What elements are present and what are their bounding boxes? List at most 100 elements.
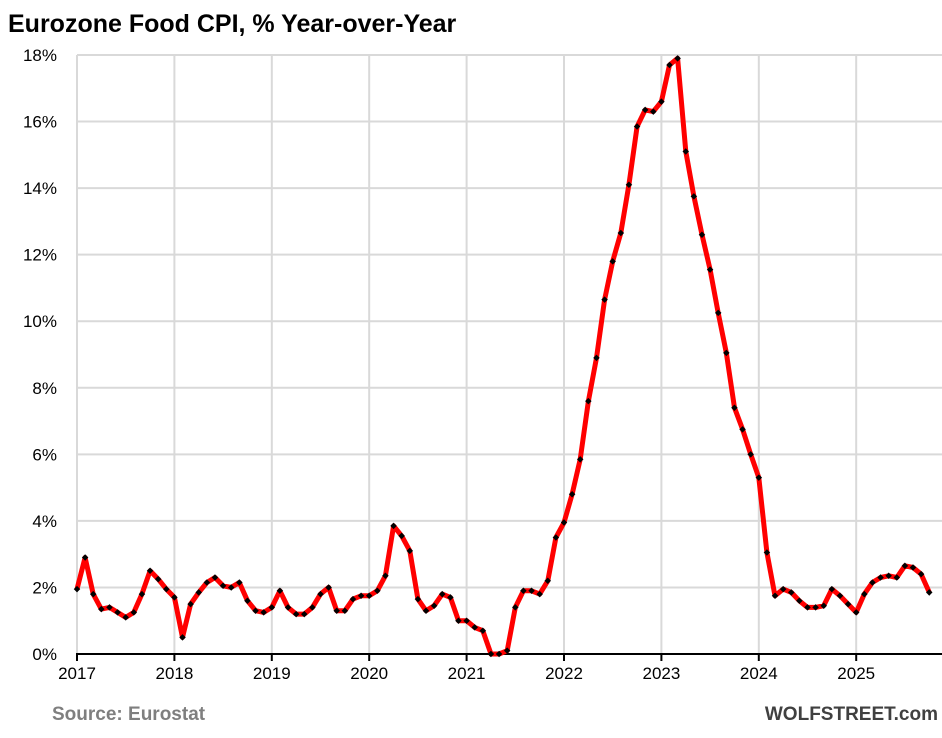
- data-point: [463, 617, 470, 624]
- data-point: [723, 349, 730, 357]
- x-tick-label: 2020: [350, 664, 388, 683]
- data-point: [609, 258, 616, 265]
- data-point: [869, 579, 876, 586]
- data-point: [138, 590, 146, 598]
- data-point: [357, 592, 365, 600]
- data-point: [487, 650, 495, 658]
- data-point: [447, 594, 454, 601]
- data-point: [544, 577, 552, 585]
- y-tick-label: 2%: [32, 578, 57, 597]
- data-point: [731, 404, 738, 411]
- brand-label: WOLFSTREET.com: [764, 704, 938, 725]
- data-point: [479, 627, 487, 634]
- y-tick-label: 4%: [32, 512, 57, 531]
- data-point: [276, 587, 284, 595]
- data-point: [601, 296, 608, 303]
- data-point: [666, 61, 673, 69]
- data-point: [706, 266, 714, 273]
- data-point: [877, 574, 884, 581]
- data-point: [820, 602, 827, 609]
- data-point: [333, 607, 340, 614]
- x-tick-label: 2019: [253, 664, 291, 683]
- data-point: [146, 567, 154, 575]
- data-point: [211, 574, 219, 581]
- data-point: [325, 584, 332, 591]
- y-tick-label: 18%: [23, 46, 57, 65]
- x-tick-label: 2024: [740, 664, 778, 683]
- data-point: [788, 589, 795, 596]
- data-point: [617, 229, 625, 237]
- data-point: [195, 589, 203, 596]
- data-point: [690, 193, 698, 200]
- data-point: [844, 600, 852, 608]
- data-point: [341, 607, 349, 614]
- data-point: [455, 617, 462, 624]
- data-point: [828, 585, 836, 593]
- data-point: [568, 491, 576, 498]
- data-point: [73, 585, 81, 593]
- data-point: [81, 554, 89, 561]
- source-label: Source: Eurostat: [52, 704, 206, 725]
- data-point: [625, 181, 633, 189]
- data-point: [317, 590, 324, 598]
- data-point: [130, 609, 138, 616]
- y-tick-label: 16%: [23, 113, 57, 132]
- series-line: [74, 55, 932, 657]
- data-point: [260, 609, 267, 616]
- data-point: [763, 549, 771, 556]
- data-point: [187, 600, 194, 608]
- data-point: [925, 589, 933, 596]
- data-point: [406, 547, 414, 555]
- data-point: [430, 602, 438, 609]
- data-point: [593, 354, 600, 362]
- x-tick-label: 2018: [155, 664, 193, 683]
- data-point: [747, 451, 754, 458]
- data-point: [885, 572, 892, 580]
- data-point: [114, 609, 121, 616]
- chart-title: Eurozone Food CPI, % Year-over-Year: [8, 10, 457, 38]
- y-tick-label: 0%: [32, 645, 57, 664]
- y-tick-label: 6%: [32, 445, 57, 464]
- x-tick-label: 2025: [837, 664, 875, 683]
- data-point: [682, 148, 690, 155]
- data-point: [909, 564, 917, 571]
- data-point: [560, 519, 568, 526]
- data-point: [422, 607, 430, 614]
- data-point: [917, 570, 925, 578]
- data-point: [714, 309, 722, 317]
- x-tick-label: 2022: [545, 664, 583, 683]
- data-point: [374, 587, 381, 595]
- data-point: [301, 610, 308, 618]
- y-tick-label: 8%: [32, 379, 57, 398]
- data-point: [755, 474, 763, 481]
- data-point: [390, 522, 397, 530]
- x-tick-label: 2023: [642, 664, 680, 683]
- data-point: [163, 585, 170, 593]
- data-point: [528, 587, 535, 595]
- data-point: [203, 579, 211, 586]
- data-point: [650, 108, 657, 115]
- data-point: [633, 123, 641, 130]
- data-point: [414, 595, 422, 603]
- data-point: [398, 532, 405, 540]
- x-tick-label: 2021: [448, 664, 486, 683]
- data-point: [576, 456, 584, 463]
- data-point: [893, 574, 901, 581]
- data-point: [179, 634, 186, 641]
- data-point: [471, 624, 478, 631]
- data-point: [252, 607, 259, 614]
- y-tick-label: 14%: [23, 179, 57, 198]
- data-point: [852, 609, 860, 616]
- x-tick-label: 2017: [58, 664, 96, 683]
- data-point: [292, 610, 300, 618]
- data-point: [438, 590, 446, 598]
- data-point: [698, 231, 706, 238]
- data-point: [154, 575, 162, 583]
- data-point: [349, 595, 357, 603]
- y-tick-label: 10%: [23, 312, 57, 331]
- data-point: [495, 650, 503, 658]
- data-point: [861, 590, 868, 598]
- data-point: [365, 592, 373, 600]
- y-tick-label: 12%: [23, 246, 57, 265]
